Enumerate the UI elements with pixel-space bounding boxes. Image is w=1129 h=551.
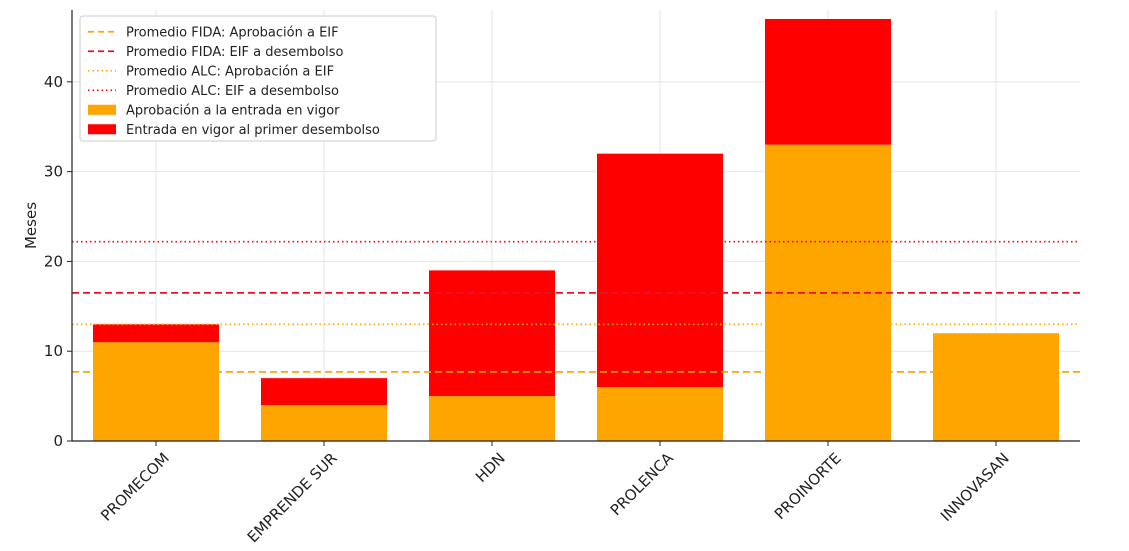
bar-desembolso-2 bbox=[429, 270, 555, 397]
x-tick-label-3: PROLENCA bbox=[607, 449, 678, 520]
bars bbox=[93, 18, 1059, 441]
legend-label-series-1: Entrada en vigor al primer desembolso bbox=[126, 123, 380, 138]
bar-desembolso-3 bbox=[597, 153, 723, 388]
y-tick-label-3: 30 bbox=[44, 163, 63, 181]
legend-label-ref-0: Promedio FIDA: Aprobación a EIF bbox=[126, 25, 339, 40]
bar-desembolso-4 bbox=[765, 18, 891, 145]
bar-desembolso-1 bbox=[261, 378, 387, 406]
legend-swatch-series-1 bbox=[88, 124, 116, 135]
legend-swatch-series-0 bbox=[88, 104, 116, 115]
legend-label-ref-1: Promedio FIDA: EIF a desembolso bbox=[126, 45, 344, 60]
y-tick-label-4: 40 bbox=[44, 73, 63, 91]
x-tick-label-4: PROINORTE bbox=[771, 449, 845, 523]
x-tick-label-2: HDN bbox=[472, 449, 509, 486]
bar-aprobacion-4 bbox=[765, 144, 891, 441]
legend-label-ref-2: Promedio ALC: Aprobación a EIF bbox=[126, 64, 334, 79]
bar-aprobacion-1 bbox=[261, 405, 387, 441]
y-tick-label-1: 10 bbox=[44, 342, 63, 360]
y-tick-label-0: 0 bbox=[53, 432, 63, 450]
bar-aprobacion-5 bbox=[933, 333, 1059, 441]
x-tick-label-1: EMPRENDE SUR bbox=[244, 449, 341, 546]
x-tick-label-0: PROMECOM bbox=[97, 449, 173, 525]
bar-aprobacion-0 bbox=[93, 342, 219, 441]
bar-aprobacion-2 bbox=[429, 396, 555, 441]
y-axis-title: Meses bbox=[22, 202, 40, 249]
legend-label-series-0: Aprobación a la entrada en vigor bbox=[126, 103, 340, 118]
legend: Promedio FIDA: Aprobación a EIF Promedio … bbox=[79, 15, 437, 142]
legend-label-ref-3: Promedio ALC: EIF a desembolso bbox=[126, 84, 339, 99]
bar-desembolso-0 bbox=[93, 324, 219, 343]
legend-box bbox=[79, 15, 437, 142]
x-tick-label-5: INNOVASAN bbox=[937, 449, 1013, 525]
reference-lines bbox=[72, 240, 1080, 373]
bar-aprobacion-3 bbox=[597, 387, 723, 441]
y-tick-label-2: 20 bbox=[44, 252, 63, 270]
